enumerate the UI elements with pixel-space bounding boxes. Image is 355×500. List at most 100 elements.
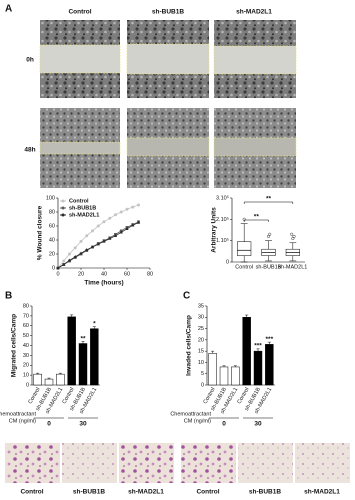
y-tick-label: 0 — [201, 382, 204, 388]
legend-marker — [61, 199, 65, 203]
y-axis-label: Invaded cells/Camp — [186, 315, 193, 376]
x-axis-label: Time (hours) — [84, 280, 123, 287]
image — [5, 443, 60, 483]
marker — [85, 248, 89, 251]
image — [62, 443, 117, 483]
image — [238, 443, 293, 483]
box — [237, 241, 252, 256]
legend-label: Control — [69, 198, 89, 204]
bar — [253, 350, 263, 386]
group-label: 0 — [222, 421, 226, 428]
bracket — [243, 219, 269, 222]
y-tick-label: 25 — [198, 326, 204, 332]
marker — [96, 242, 100, 246]
x-tick-label: Control — [235, 264, 253, 270]
outlier — [292, 234, 296, 238]
wound — [39, 141, 121, 155]
group-label: 30 — [254, 421, 262, 428]
legend-marker — [61, 213, 65, 217]
image-label: Control — [196, 489, 219, 496]
marker — [96, 224, 100, 228]
column-label: sh-BUB1B — [152, 9, 184, 16]
significance: *** — [266, 336, 274, 343]
outlier — [290, 232, 294, 236]
marker — [125, 207, 129, 211]
wound — [39, 44, 121, 74]
y-tick-label: 20 — [198, 337, 204, 343]
marker — [102, 220, 106, 224]
bar — [208, 353, 217, 386]
bracket — [243, 201, 294, 204]
marker — [73, 246, 77, 250]
y-tick-label: 35 — [198, 303, 204, 309]
marker — [113, 234, 118, 237]
y-tick-label: 60 — [23, 323, 29, 329]
marker — [125, 227, 129, 230]
x-tick-label: 40 — [101, 271, 107, 277]
micrographs — [5, 443, 350, 483]
y-tick-label: 30 — [198, 315, 204, 321]
y-axis-label: Arbitrary Units — [211, 207, 218, 253]
significance: *** — [254, 343, 262, 350]
y-tick-label: 80 — [23, 303, 29, 309]
outlier — [268, 232, 272, 236]
y-tick-label: 5 — [201, 371, 204, 377]
bar — [67, 316, 76, 386]
image — [181, 443, 236, 483]
group-title: Chemoattractant — [170, 411, 211, 417]
wound — [126, 43, 210, 75]
image-label: sh-BUB1B — [249, 489, 281, 496]
wound — [213, 45, 297, 75]
y-tick-label: 1.10⁵ — [216, 237, 229, 244]
marker — [136, 220, 141, 224]
image-label: sh-MAD2L1 — [304, 489, 340, 496]
y-tick-label: 70 — [23, 313, 29, 319]
y-tick-label: 0 — [52, 265, 55, 271]
y-tick-label: 20 — [49, 251, 55, 257]
marker — [79, 251, 83, 255]
image-label: sh-MAD2L1 — [128, 489, 164, 496]
marker — [131, 223, 135, 227]
marker — [62, 259, 66, 263]
wound — [213, 137, 297, 157]
x-tick-label: 60 — [124, 271, 130, 277]
marker — [131, 205, 135, 209]
group-label: 0 — [47, 421, 51, 428]
significance: ** — [254, 214, 260, 221]
bar — [56, 373, 65, 386]
wound — [126, 137, 210, 157]
x-tick-label: 80 — [147, 271, 153, 277]
marker — [137, 203, 140, 207]
bar — [44, 378, 54, 386]
marker — [56, 266, 60, 270]
y-tick-label: 100 — [46, 195, 55, 201]
bar — [231, 366, 240, 386]
y-tick-label: 0 — [26, 382, 29, 388]
y-tick-label: 10 — [198, 360, 204, 366]
marker — [90, 245, 95, 249]
marker — [119, 210, 123, 214]
wound-images — [39, 20, 297, 188]
significance: ** — [266, 196, 272, 203]
y-tick-label: 30 — [23, 353, 29, 359]
image-label: sh-BUB1B — [73, 489, 105, 496]
bar — [242, 317, 251, 386]
row-label: 0h — [26, 57, 34, 64]
marker — [85, 234, 89, 238]
y-tick-label: 0 — [226, 259, 229, 265]
marker — [73, 255, 77, 258]
y-tick-label: 3.10⁵ — [216, 194, 229, 201]
y-tick-label: 60 — [49, 223, 55, 229]
marker — [67, 258, 72, 262]
bar — [265, 344, 274, 386]
column-label: Control — [68, 9, 91, 16]
image — [295, 443, 350, 483]
image-label: Control — [20, 489, 43, 496]
marker — [119, 230, 123, 234]
y-tick-label: 80 — [49, 209, 55, 215]
significance: * — [93, 320, 96, 327]
y-tick-label: 10 — [23, 373, 29, 379]
column-label: sh-MAD2L1 — [236, 9, 272, 16]
y-axis-label: Migrated cells/Camp — [11, 314, 18, 377]
